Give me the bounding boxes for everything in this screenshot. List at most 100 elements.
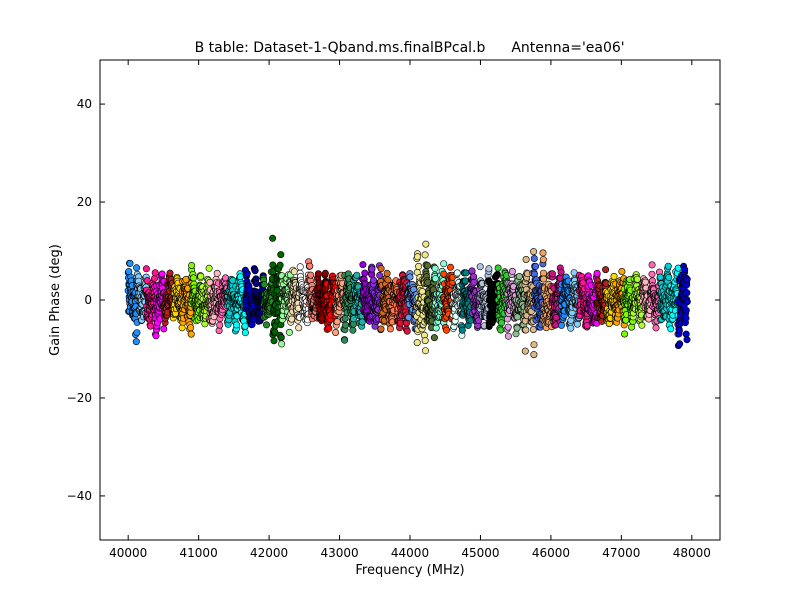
y-axis-label: Gain Phase (deg) (48, 244, 63, 356)
data-point (470, 278, 478, 286)
data-point (216, 321, 224, 329)
y-tick-label: −40 (67, 489, 92, 503)
data-point (377, 265, 385, 273)
data-point (361, 269, 369, 277)
data-point (512, 330, 520, 338)
data-point (665, 273, 673, 281)
data-point (683, 275, 691, 283)
data-point (307, 271, 315, 279)
data-point (197, 272, 205, 280)
data-point (276, 261, 284, 269)
data-point (430, 334, 438, 342)
data-point (431, 275, 439, 283)
data-point (262, 321, 270, 329)
data-point (132, 338, 140, 346)
data-point (349, 326, 357, 334)
data-point (269, 261, 277, 269)
data-point (415, 262, 423, 270)
data-point (421, 337, 429, 345)
data-point (461, 277, 469, 285)
x-tick-label: 42000 (250, 546, 288, 560)
x-tick-label: 45000 (461, 546, 499, 560)
data-point (667, 325, 675, 333)
data-point (288, 315, 296, 323)
data-point (648, 261, 656, 269)
data-point (602, 266, 610, 274)
data-point (142, 265, 150, 273)
data-point (530, 248, 538, 256)
data-point (295, 324, 303, 332)
data-point (621, 330, 629, 338)
data-point (243, 269, 251, 277)
data-point (314, 270, 322, 278)
data-point (396, 319, 404, 327)
data-point (442, 326, 450, 334)
x-tick-label: 47000 (602, 546, 640, 560)
data-point (652, 324, 660, 332)
data-point (296, 263, 304, 271)
data-point (508, 267, 516, 275)
data-point (421, 347, 429, 355)
data-point (432, 324, 440, 332)
data-point (683, 289, 691, 297)
data-point (187, 330, 195, 338)
data-point (618, 267, 626, 275)
data-point (270, 337, 278, 345)
data-point (133, 264, 141, 272)
y-tick-label: 0 (84, 293, 92, 307)
y-tick-label: 20 (77, 195, 92, 209)
data-point (160, 325, 168, 333)
data-point (539, 256, 547, 264)
data-point (557, 321, 565, 329)
data-point (521, 347, 529, 355)
data-point (414, 253, 422, 261)
data-point (290, 268, 298, 276)
data-point (383, 269, 391, 277)
data-point (530, 341, 538, 349)
data-point (384, 276, 392, 284)
x-tick-label: 43000 (320, 546, 358, 560)
data-point (126, 259, 134, 267)
data-point (539, 269, 547, 277)
data-point (504, 323, 512, 331)
x-axis-label: Frequency (MHz) (355, 563, 464, 578)
x-tick-label: 44000 (391, 546, 429, 560)
data-point (539, 249, 547, 257)
x-tick-label: 48000 (673, 546, 711, 560)
data-point (321, 269, 329, 277)
data-point (152, 332, 160, 340)
y-axis-ticks: 40 20 0 −20 −40 (67, 97, 720, 503)
data-point (359, 261, 367, 269)
data-point (497, 326, 505, 334)
data-point (368, 265, 376, 273)
data-point (556, 274, 564, 282)
data-point (453, 269, 461, 277)
data-point (498, 319, 506, 327)
data-point (405, 313, 413, 321)
data-point (353, 271, 361, 279)
data-point (530, 351, 538, 359)
data-point (567, 324, 575, 332)
data-point (306, 262, 314, 270)
data-point (522, 326, 530, 334)
data-point (422, 240, 430, 248)
data-point (610, 272, 618, 280)
data-point (377, 325, 385, 333)
x-tick-label: 40000 (109, 546, 147, 560)
data-point (641, 278, 649, 286)
data-point (406, 273, 414, 281)
data-point (462, 269, 470, 277)
data-point (277, 251, 285, 259)
data-point (260, 280, 268, 288)
data-point (513, 324, 521, 332)
data-point (682, 314, 690, 322)
data-point (622, 316, 630, 324)
chart-subtitle: Antenna='ea06' (511, 40, 624, 56)
data-point (548, 270, 556, 278)
data-point (403, 327, 411, 335)
data-point (151, 269, 159, 277)
data-point (166, 269, 174, 277)
data-point (676, 340, 684, 348)
data-point (241, 322, 249, 330)
data-point (251, 267, 259, 275)
